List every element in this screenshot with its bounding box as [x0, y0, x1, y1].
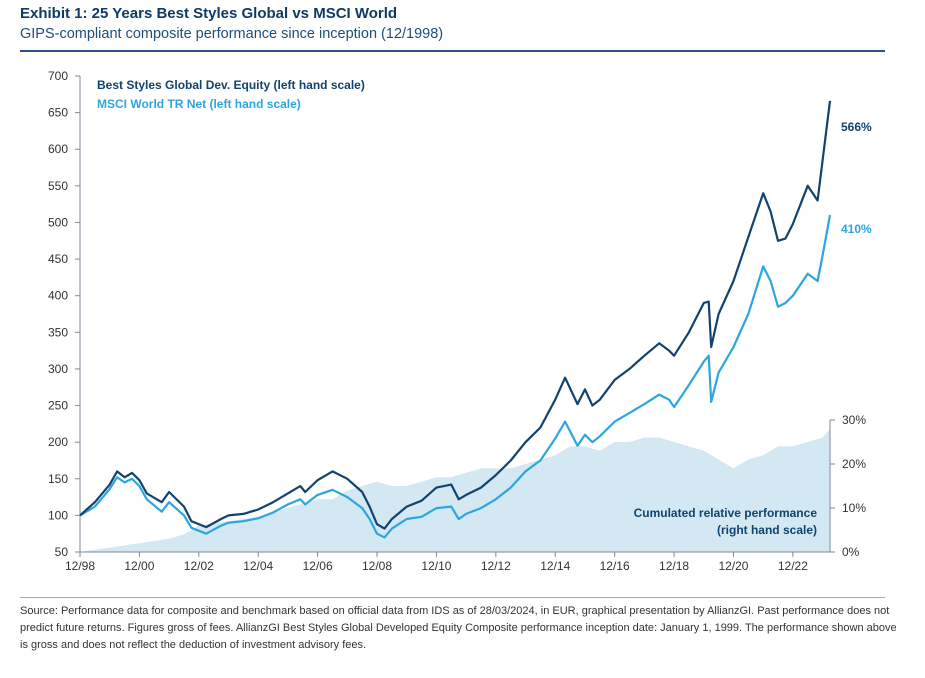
chart-subtitle: GIPS-compliant composite performance sin…: [20, 26, 444, 42]
right-axis-tick-label: 30%: [842, 413, 866, 427]
left-axis-tick-label: 650: [48, 106, 68, 120]
header-divider: [20, 50, 885, 52]
x-axis-tick-label: 12/12: [481, 559, 511, 573]
x-axis-tick-label: 12/14: [540, 559, 570, 573]
right-axis-tick-label: 20%: [842, 457, 866, 471]
x-axis-tick-label: 12/20: [718, 559, 748, 573]
legend-entry: Best Styles Global Dev. Equity (left han…: [97, 78, 365, 92]
x-axis-tick-label: 12/06: [303, 559, 333, 573]
left-axis-tick-label: 500: [48, 215, 68, 229]
left-axis-tick-label: 700: [48, 69, 68, 83]
x-axis-tick-label: 12/08: [362, 559, 392, 573]
left-axis-tick-label: 550: [48, 179, 68, 193]
performance-chart: 50 100 150 200 250 300 350 400 450 500 550 600 650 70…: [48, 69, 872, 573]
right-axis-tick-label: 0%: [842, 545, 860, 559]
x-axis-tick-label: 12/18: [659, 559, 689, 573]
left-axis-tick-label: 350: [48, 325, 68, 339]
series-end-label: 410%: [841, 222, 872, 236]
source-note: Source: Performance data for composite a…: [20, 605, 897, 651]
x-axis-tick-label: 12/98: [65, 559, 95, 573]
chart-title: Exhibit 1: 25 Years Best Styles Global v…: [20, 5, 398, 22]
left-axis-tick-label: 300: [48, 362, 68, 376]
left-axis-tick-label: 50: [55, 545, 69, 559]
left-axis-tick-label: 400: [48, 289, 68, 303]
relative-performance-label: Cumulated relative performance: [634, 506, 818, 520]
x-axis-tick-label: 12/04: [243, 559, 273, 573]
series-end-label: 566%: [841, 120, 872, 134]
left-axis-tick-label: 150: [48, 472, 68, 486]
right-axis-tick-label: 10%: [842, 501, 866, 515]
x-axis-tick-label: 12/22: [778, 559, 808, 573]
x-axis-tick-label: 12/16: [600, 559, 630, 573]
x-axis-tick-label: 12/02: [184, 559, 214, 573]
x-axis-tick-label: 12/10: [421, 559, 451, 573]
left-axis-tick-label: 200: [48, 435, 68, 449]
left-axis-tick-label: 250: [48, 399, 68, 413]
x-axis-tick-label: 12/00: [124, 559, 154, 573]
benchmark-line: [79, 214, 832, 539]
left-axis-tick-label: 450: [48, 252, 68, 266]
composite-line: [79, 100, 832, 530]
footer-divider: [20, 597, 885, 598]
left-axis-tick-label: 600: [48, 142, 68, 156]
relative-performance-label: (right hand scale): [717, 523, 817, 537]
legend-entry: MSCI World TR Net (left hand scale): [97, 97, 301, 111]
left-axis-tick-label: 100: [48, 508, 68, 522]
